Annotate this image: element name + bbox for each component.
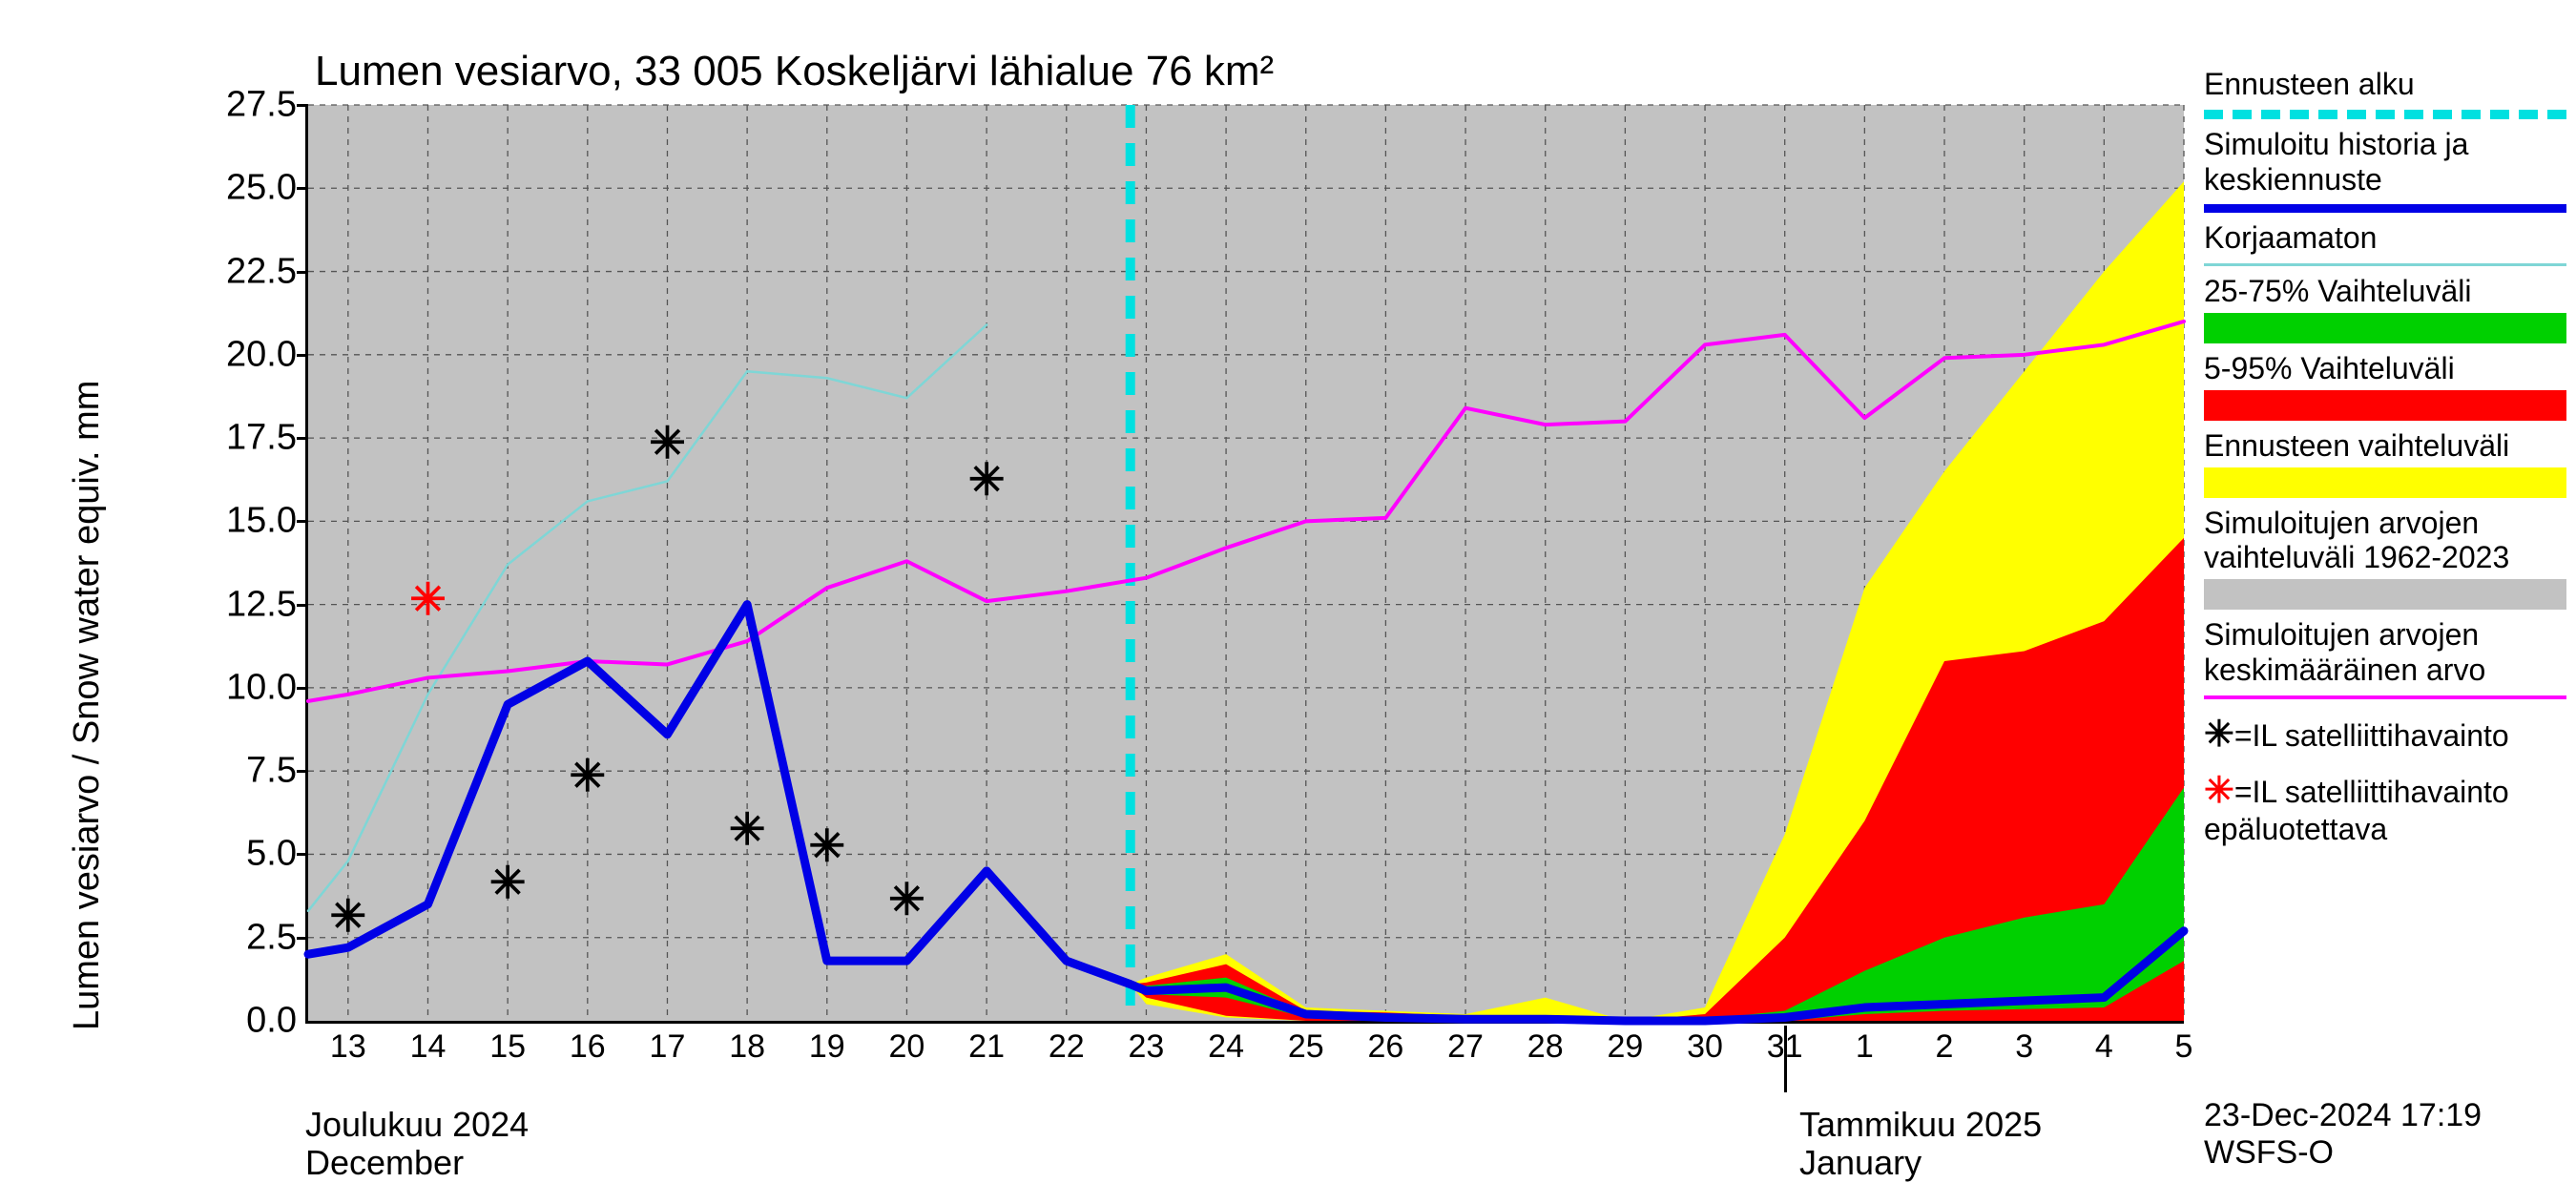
svg-text:✳: ✳ xyxy=(809,820,846,870)
legend-label: Ennusteen alku xyxy=(2204,67,2576,102)
legend-item: 25-75% Vaihteluväli xyxy=(2204,274,2576,343)
legend-label: Korjaamaton xyxy=(2204,220,2576,256)
legend-swatch xyxy=(2204,467,2566,498)
ytick xyxy=(297,354,308,357)
legend-label: =IL satelliittihavainto epäluotettava xyxy=(2204,775,2509,846)
xtick-label: 24 xyxy=(1208,1021,1244,1066)
legend-item: Simuloitujen arvojen vaihteluväli 1962-2… xyxy=(2204,506,2576,611)
ytick xyxy=(297,271,308,274)
ytick xyxy=(297,187,308,190)
xtick-label: 22 xyxy=(1049,1021,1085,1066)
legend-swatch xyxy=(2204,313,2566,343)
xtick-label: 23 xyxy=(1129,1021,1165,1066)
month-dec-en: December xyxy=(305,1143,464,1183)
legend-swatch xyxy=(2204,695,2566,699)
ytick-label: 0.0 xyxy=(246,1001,308,1042)
legend-swatch xyxy=(2204,263,2566,266)
svg-text:✳: ✳ xyxy=(409,574,447,624)
legend-marker-icon: ✳ xyxy=(2204,715,2234,755)
legend-label: Simuloitujen arvojen keskimääräinen arvo xyxy=(2204,617,2576,688)
month-dec-fi: Joulukuu 2024 xyxy=(305,1105,529,1145)
svg-text:✳: ✳ xyxy=(649,418,686,467)
xtick-label: 5 xyxy=(2175,1021,2193,1066)
xtick-label: 21 xyxy=(968,1021,1005,1066)
legend-swatch xyxy=(2204,579,2566,610)
y-axis-label: Lumen vesiarvo / Snow water equiv. mm xyxy=(67,381,108,1030)
ytick xyxy=(297,604,308,607)
month-divider xyxy=(1784,1026,1787,1092)
xtick-label: 1 xyxy=(1856,1021,1874,1066)
xtick-label: 30 xyxy=(1687,1021,1723,1066)
ytick xyxy=(297,937,308,940)
legend-swatch xyxy=(2204,390,2566,421)
xtick-label: 13 xyxy=(330,1021,366,1066)
xtick-label: 2 xyxy=(1936,1021,1954,1066)
svg-text:✳: ✳ xyxy=(729,804,766,854)
svg-text:✳: ✳ xyxy=(489,858,527,907)
month-jan-fi: Tammikuu 2025 xyxy=(1799,1105,2042,1145)
legend-label: =IL satelliittihavainto xyxy=(2234,718,2509,753)
month-jan-en: January xyxy=(1799,1143,1922,1183)
xtick-label: 27 xyxy=(1447,1021,1484,1066)
xtick-label: 28 xyxy=(1527,1021,1564,1066)
xtick-label: 3 xyxy=(2015,1021,2033,1066)
legend-item: ✳=IL satelliittihavainto epäluotettava xyxy=(2204,769,2576,847)
legend-label: 5-95% Vaihteluväli xyxy=(2204,351,2576,386)
chart-title: Lumen vesiarvo, 33 005 Koskeljärvi lähia… xyxy=(315,48,1274,95)
legend-label: 25-75% Vaihteluväli xyxy=(2204,274,2576,309)
ytick xyxy=(297,520,308,523)
legend-item: Ennusteen vaihteluväli xyxy=(2204,428,2576,498)
ytick xyxy=(297,853,308,856)
legend-item: Simuloitu historia ja keskiennuste xyxy=(2204,127,2576,214)
legend-label: Simuloitu historia ja keskiennuste xyxy=(2204,127,2576,197)
ytick xyxy=(297,770,308,773)
xtick-label: 16 xyxy=(570,1021,606,1066)
xtick-label: 26 xyxy=(1367,1021,1403,1066)
svg-text:✳: ✳ xyxy=(330,891,367,941)
xtick-label: 14 xyxy=(410,1021,447,1066)
legend-item: 5-95% Vaihteluväli xyxy=(2204,351,2576,421)
chart-container: Lumen vesiarvo, 33 005 Koskeljärvi lähia… xyxy=(0,0,2576,1145)
xtick-label: 29 xyxy=(1607,1021,1643,1066)
ytick xyxy=(297,687,308,690)
timestamp-label: 23-Dec-2024 17:19 WSFS-O xyxy=(2204,1097,2576,1172)
svg-text:✳: ✳ xyxy=(888,874,925,924)
svg-text:✳: ✳ xyxy=(570,751,607,800)
xtick-label: 20 xyxy=(889,1021,925,1066)
xtick-label: 15 xyxy=(489,1021,526,1066)
xtick-label: 19 xyxy=(809,1021,845,1066)
ytick xyxy=(297,437,308,440)
plot-svg: ✳ ✳ ✳ ✳ ✳ ✳ ✳ ✳ ✳ xyxy=(308,105,2184,1021)
legend-item: Ennusteen alku xyxy=(2204,67,2576,119)
xtick-label: 4 xyxy=(2095,1021,2113,1066)
plot-area: ✳✳✳✳✳✳✳✳✳ 2.55.07.510.012.515.017.520.02… xyxy=(305,105,2184,1024)
xtick-label: 25 xyxy=(1288,1021,1324,1066)
legend-item: Simuloitujen arvojen keskimääräinen arvo xyxy=(2204,617,2576,699)
legend-marker-icon: ✳ xyxy=(2204,771,2234,811)
xtick-label: 18 xyxy=(729,1021,765,1066)
legend-swatch xyxy=(2204,204,2566,213)
ytick xyxy=(297,104,308,107)
legend-item: Korjaamaton xyxy=(2204,220,2576,266)
legend-item: ✳=IL satelliittihavainto xyxy=(2204,713,2576,756)
legend-label: Simuloitujen arvojen vaihteluväli 1962-2… xyxy=(2204,506,2576,576)
svg-text:✳: ✳ xyxy=(968,454,1006,504)
xtick-label: 17 xyxy=(650,1021,686,1066)
legend-swatch xyxy=(2204,110,2566,119)
legend: Ennusteen alku Simuloitu historia ja kesk… xyxy=(2204,67,2576,855)
legend-label: Ennusteen vaihteluväli xyxy=(2204,428,2576,464)
